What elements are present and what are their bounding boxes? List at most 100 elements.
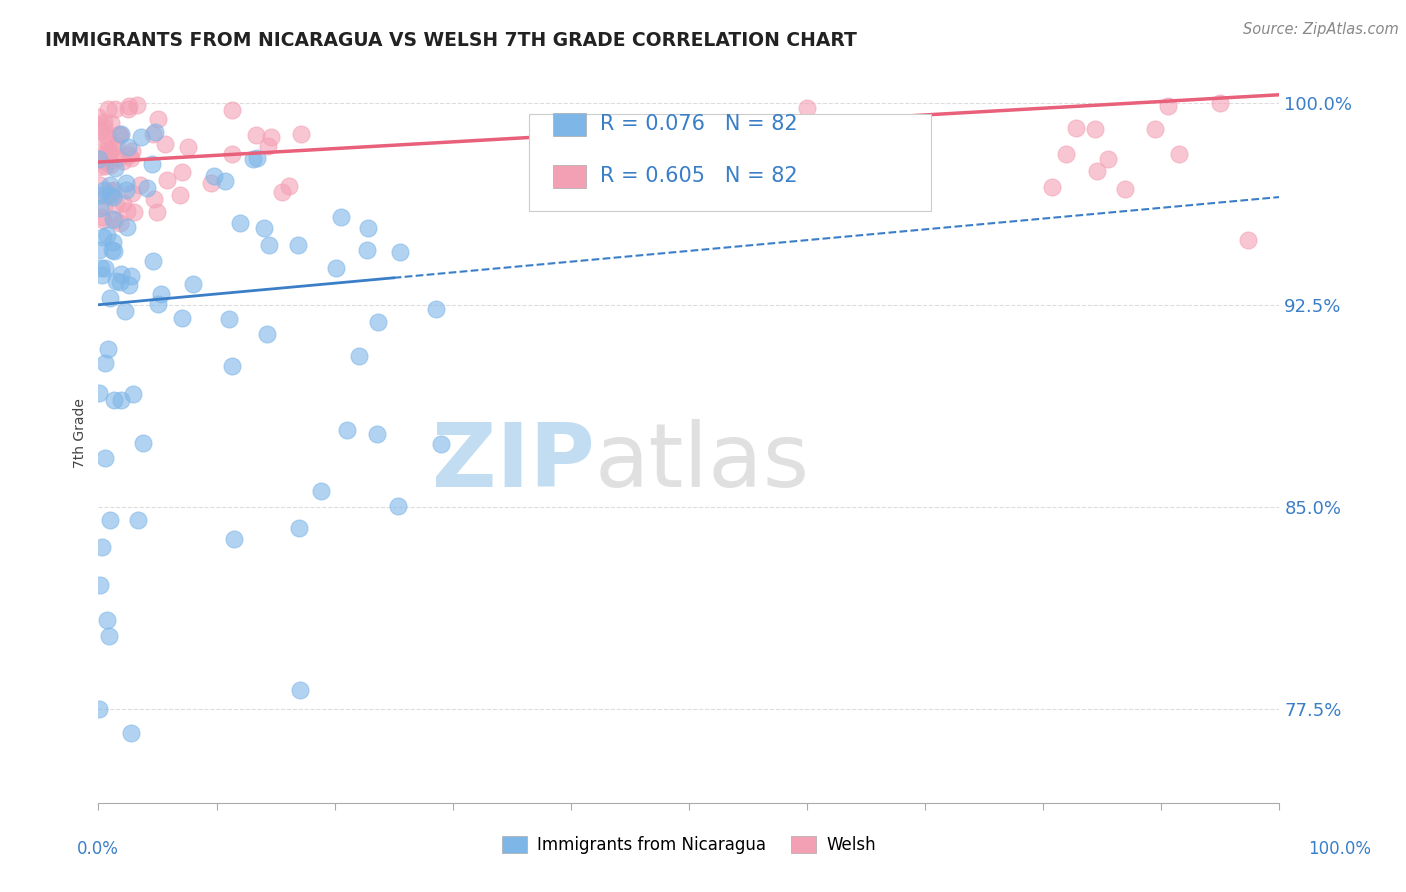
- Point: [1114, 181, 1136, 195]
- Point: [356, 243, 378, 257]
- Point: [98, 629, 121, 643]
- Bar: [553, 112, 586, 136]
- Point: [94, 451, 117, 466]
- Point: [104, 197, 127, 211]
- Point: [156, 173, 179, 187]
- Point: [98, 188, 121, 202]
- Point: [110, 275, 132, 289]
- Point: [1040, 179, 1063, 194]
- Point: [143, 192, 166, 206]
- Point: [107, 151, 129, 165]
- Point: [290, 682, 312, 697]
- Point: [1167, 147, 1189, 161]
- Point: [90, 123, 112, 137]
- Point: [796, 102, 818, 116]
- Point: [121, 144, 143, 158]
- Point: [136, 181, 159, 195]
- Point: [100, 244, 122, 258]
- Point: [94, 159, 117, 173]
- Point: [101, 190, 124, 204]
- Point: [89, 202, 111, 216]
- Point: [96, 228, 118, 243]
- Point: [91, 210, 114, 224]
- Point: [245, 151, 267, 165]
- Point: [125, 98, 148, 112]
- Y-axis label: 7th Grade: 7th Grade: [73, 398, 87, 467]
- Point: [271, 185, 294, 199]
- Text: atlas: atlas: [595, 418, 810, 506]
- Point: [172, 165, 194, 179]
- Point: [115, 220, 138, 235]
- Point: [290, 128, 312, 142]
- Point: [114, 304, 136, 318]
- Point: [103, 183, 125, 197]
- Point: [103, 235, 125, 249]
- Point: [117, 102, 139, 116]
- Point: [257, 237, 280, 252]
- Text: Source: ZipAtlas.com: Source: ZipAtlas.com: [1243, 22, 1399, 37]
- Point: [259, 130, 281, 145]
- Point: [287, 237, 309, 252]
- Point: [90, 151, 112, 165]
- Point: [1144, 122, 1167, 136]
- Point: [114, 176, 136, 190]
- Point: [1085, 164, 1108, 178]
- Point: [311, 483, 333, 498]
- Point: [108, 128, 131, 143]
- Point: [1209, 96, 1232, 111]
- Point: [177, 140, 200, 154]
- Point: [118, 99, 141, 113]
- Point: [103, 140, 125, 154]
- Point: [214, 174, 236, 188]
- Point: [1237, 233, 1260, 247]
- Point: [89, 578, 111, 592]
- Point: [169, 188, 191, 202]
- Point: [97, 143, 120, 157]
- Point: [98, 159, 121, 173]
- Point: [96, 129, 118, 144]
- Point: [430, 437, 453, 451]
- Point: [172, 310, 194, 325]
- Point: [143, 125, 166, 139]
- Point: [98, 154, 121, 169]
- Point: [87, 160, 110, 174]
- Point: [104, 161, 127, 176]
- Point: [357, 220, 380, 235]
- Point: [366, 427, 388, 442]
- Point: [124, 205, 146, 219]
- Point: [221, 103, 243, 117]
- Point: [107, 127, 129, 141]
- Point: [94, 188, 117, 202]
- Point: [91, 230, 114, 244]
- Point: [1064, 120, 1087, 135]
- Point: [253, 220, 276, 235]
- Point: [129, 130, 152, 145]
- Point: [98, 291, 121, 305]
- Point: [100, 184, 122, 198]
- Point: [120, 269, 142, 284]
- Point: [100, 116, 122, 130]
- Point: [89, 118, 111, 132]
- Point: [122, 387, 145, 401]
- Point: [117, 139, 139, 153]
- Point: [89, 244, 111, 258]
- Point: [89, 148, 111, 162]
- Point: [91, 268, 114, 283]
- Point: [93, 260, 115, 275]
- Point: [148, 297, 170, 311]
- Point: [111, 195, 134, 210]
- Point: [425, 302, 447, 317]
- Point: [118, 277, 141, 292]
- Point: [93, 199, 115, 213]
- Point: [153, 136, 176, 151]
- Point: [101, 212, 124, 227]
- Point: [108, 215, 131, 229]
- Point: [181, 277, 204, 292]
- Point: [329, 210, 352, 224]
- Point: [110, 392, 132, 407]
- Point: [221, 147, 243, 161]
- Point: [93, 131, 115, 145]
- Point: [1097, 153, 1119, 167]
- Point: [89, 188, 111, 202]
- Point: [98, 178, 121, 193]
